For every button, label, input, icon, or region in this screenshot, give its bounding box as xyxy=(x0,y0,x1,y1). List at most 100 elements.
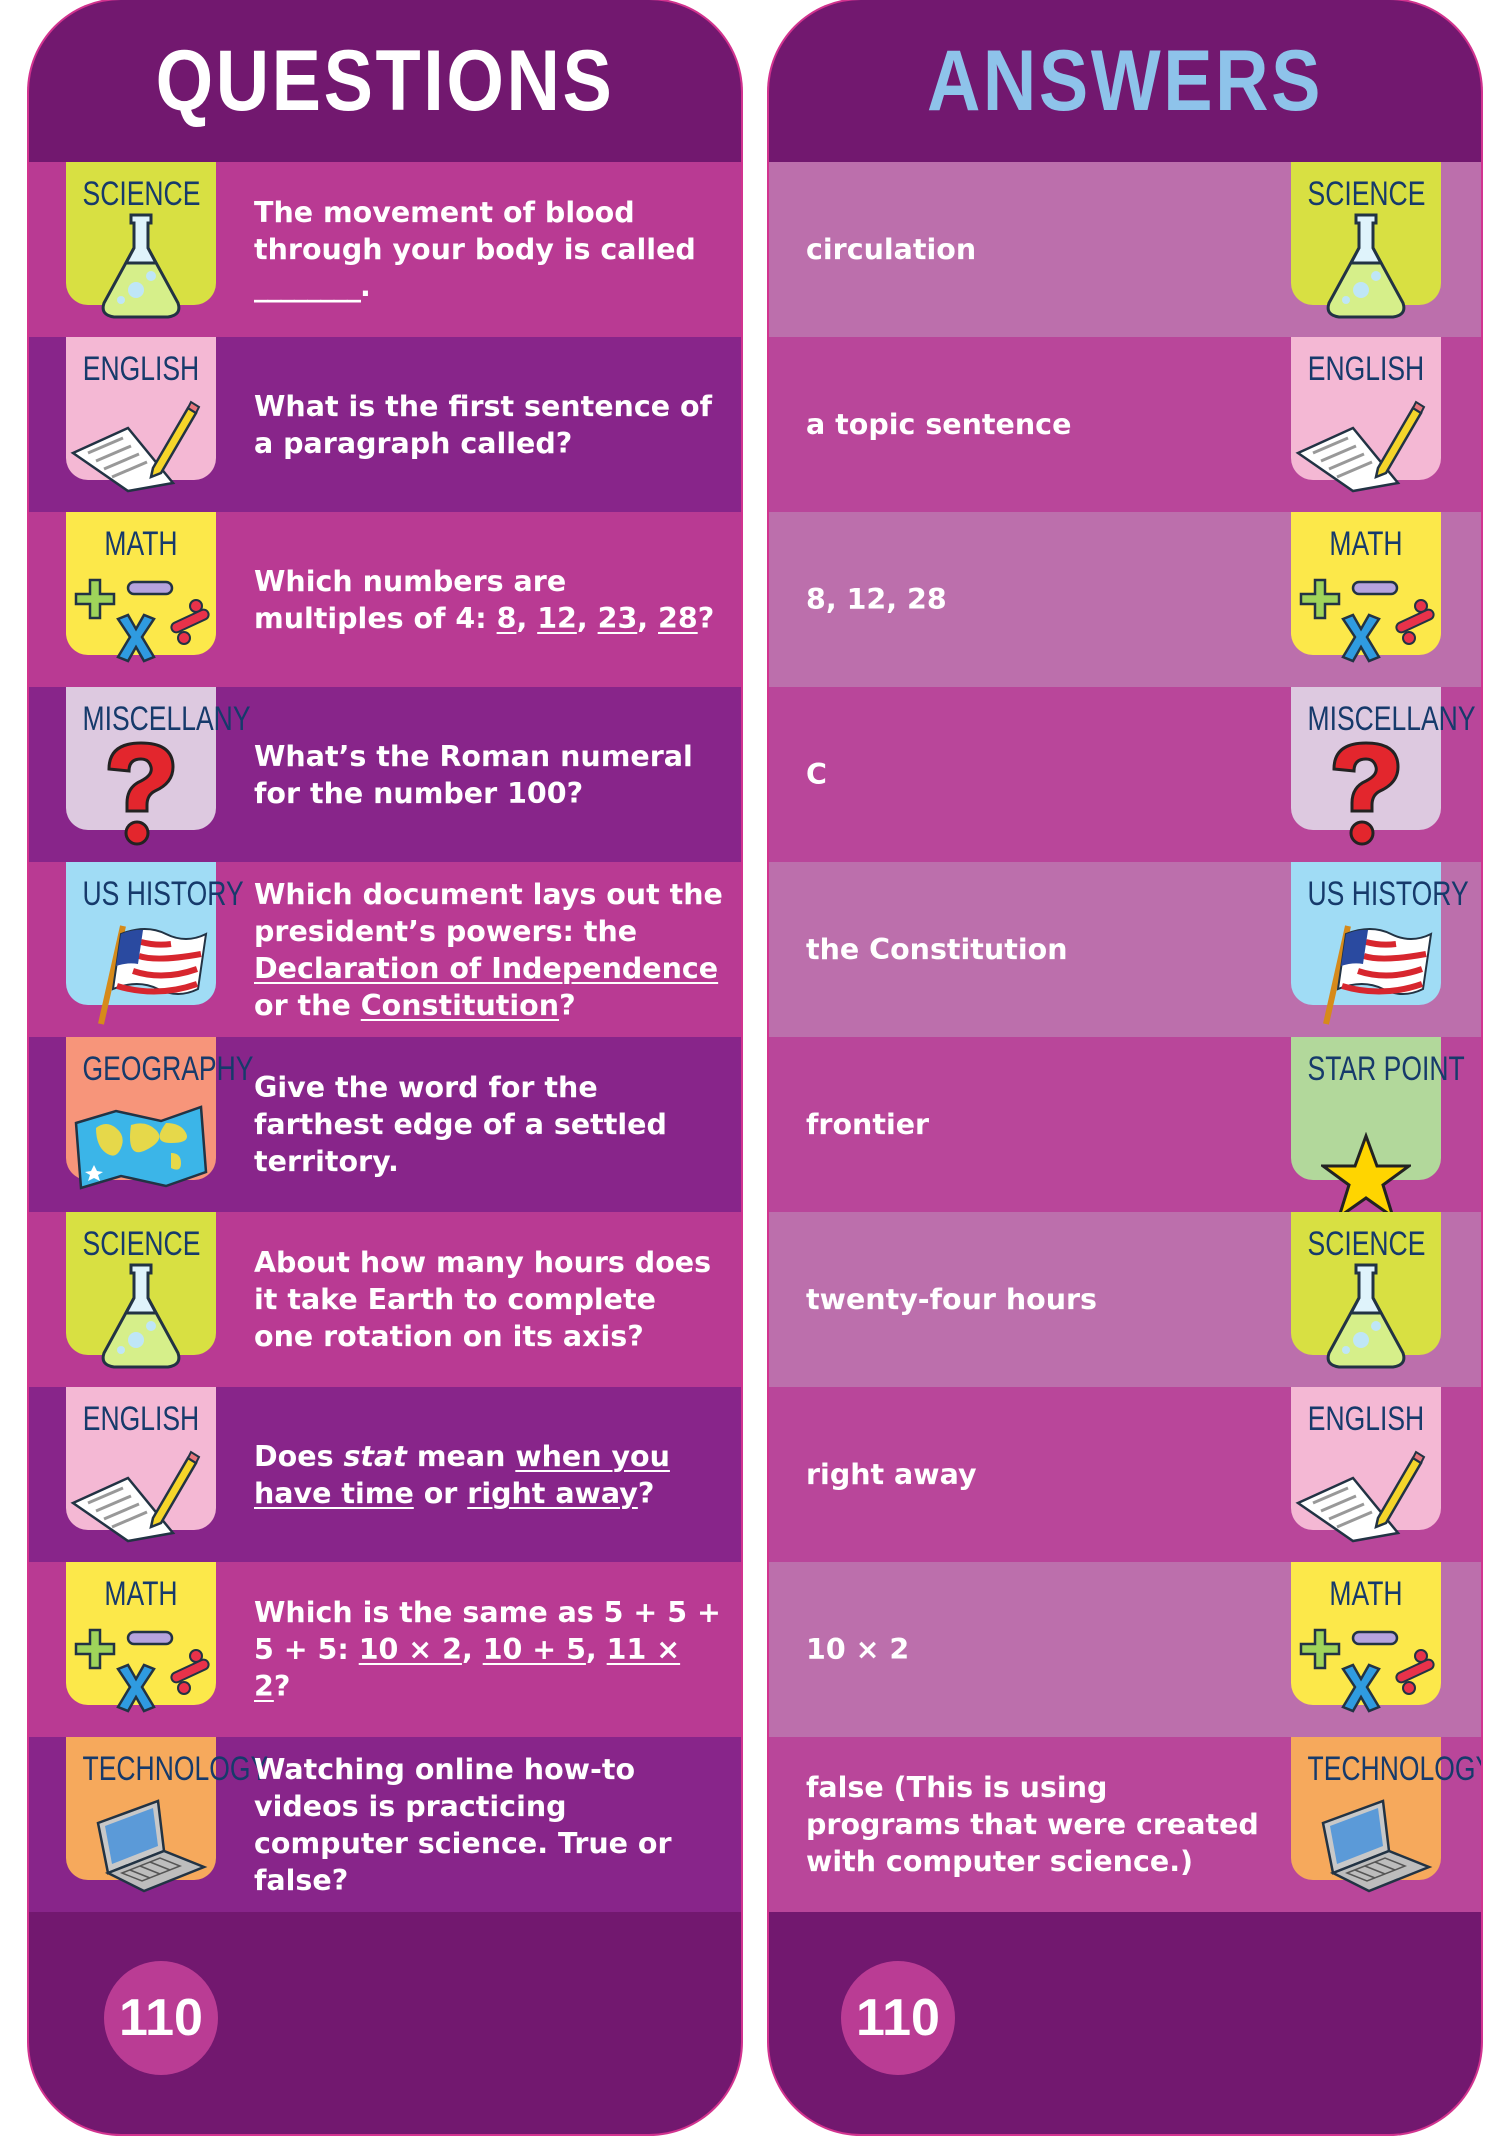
answer-row: 8, 12, 28 MATH xyxy=(769,512,1481,687)
answer-text-value: 10 × 2 xyxy=(806,1633,910,1666)
page-number: 110 xyxy=(841,1961,955,2075)
question-text-segment: Watching online how-to videos is practic… xyxy=(254,1752,672,1897)
question-text-segment: About how many hours does it take Earth … xyxy=(254,1246,712,1353)
category-badge-math: MATH xyxy=(66,512,216,663)
question-text: Does stat mean when you have time or rig… xyxy=(254,1387,724,1562)
answer-text-value: 8, 12, 28 xyxy=(806,583,947,616)
answer-text: frontier xyxy=(806,1037,1266,1212)
question-row: US HISTORY Which document lays out the pr… xyxy=(29,862,741,1037)
question-text-segment: ? xyxy=(559,988,576,1022)
question-text-segment: , xyxy=(516,601,538,635)
underlined-option: 11 × 2 xyxy=(254,1633,681,1703)
category-label: GEOGRAPHY xyxy=(82,1050,254,1088)
question-row: GEOGRAPHY Give the word for the farthest … xyxy=(29,1037,741,1212)
answer-row: a topic sentence ENGLISH xyxy=(769,337,1481,512)
question-text-segment: , xyxy=(637,601,659,635)
answer-text: 10 × 2 xyxy=(806,1562,1266,1737)
underlined-option: when you have time xyxy=(254,1439,670,1510)
question-text-segment: , xyxy=(576,601,598,635)
answers-card: ANSWERS circulation SCIENCE a topic senten… xyxy=(769,0,1481,2134)
category-label: MATH xyxy=(104,525,178,563)
underlined-option: Declaration of Independence xyxy=(254,951,719,985)
category-label: ENGLISH xyxy=(82,350,200,388)
question-text-segment: Which numbers are multiples of 4: xyxy=(254,564,567,635)
answer-row: the Constitution US HISTORY xyxy=(769,862,1481,1037)
category-badge-geography: GEOGRAPHY xyxy=(66,1037,254,1190)
answer-text: 8, 12, 28 xyxy=(806,512,1266,687)
question-text: What’s the Roman numeral for the number … xyxy=(254,687,724,862)
answer-row: 10 × 2 MATH xyxy=(769,1562,1481,1737)
category-label: SCIENCE xyxy=(1307,1225,1426,1263)
underlined-option: 10 × 2 xyxy=(358,1633,462,1666)
answer-text-value: false (This is using programs that were … xyxy=(806,1771,1259,1878)
category-badge-miscellany: MISCELLANY xyxy=(1291,687,1476,846)
category-badge-star-point: STAR POINT xyxy=(1291,1037,1465,1221)
question-text-segment: stat xyxy=(343,1439,407,1473)
question-text: Which document lays out the president’s … xyxy=(254,862,724,1037)
category-label: MISCELLANY xyxy=(82,700,251,738)
question-row: ENGLISH Does stat mean when you have time… xyxy=(29,1387,741,1562)
category-label: SCIENCE xyxy=(82,175,201,213)
category-badge-science: SCIENCE xyxy=(1291,1212,1441,1369)
answer-text: twenty-four hours xyxy=(806,1212,1266,1387)
category-badge-science: SCIENCE xyxy=(66,162,216,319)
question-row: TECHNOLOGY Watching online how-to videos … xyxy=(29,1737,741,1912)
question-text: About how many hours does it take Earth … xyxy=(254,1212,724,1387)
category-label: MISCELLANY xyxy=(1307,700,1476,738)
category-badge-english: ENGLISH xyxy=(66,1387,216,1543)
answer-row: right away ENGLISH xyxy=(769,1387,1481,1562)
category-label: ENGLISH xyxy=(1307,350,1425,388)
question-text-segment: ? xyxy=(637,1476,655,1510)
category-label: US HISTORY xyxy=(1307,875,1469,913)
question-text-segment: or the xyxy=(254,988,361,1022)
question-text-segment: , xyxy=(585,1633,607,1666)
fill-in-blank: ________ xyxy=(254,270,361,303)
category-badge-math: MATH xyxy=(1291,512,1441,663)
answer-text-value: frontier xyxy=(806,1108,930,1141)
answer-text: the Constitution xyxy=(806,862,1266,1037)
category-badge-technology: TECHNOLOGY xyxy=(1291,1737,1482,1893)
category-badge-english: ENGLISH xyxy=(1291,1387,1441,1543)
question-row: MATH Which numbers are multiples of 4: 8,… xyxy=(29,512,741,687)
category-label: MATH xyxy=(1329,525,1403,563)
question-text-segment: What is the first sentence of a paragrap… xyxy=(254,389,712,460)
answers-list: circulation SCIENCE a topic sentence ENGLIS… xyxy=(769,162,1481,1912)
answer-text: right away xyxy=(806,1387,1266,1562)
answer-text-value: circulation xyxy=(806,233,977,266)
category-badge-miscellany: MISCELLANY xyxy=(66,687,251,846)
category-badge-us-history: US HISTORY xyxy=(1291,862,1469,1025)
underlined-option: 28 xyxy=(658,601,698,635)
category-label: SCIENCE xyxy=(82,1225,201,1263)
answer-text-value: C xyxy=(806,758,827,791)
underlined-option: 12 xyxy=(537,601,577,635)
answer-row: C MISCELLANY xyxy=(769,687,1481,862)
question-text-segment: Which is the same as 5 + 5 + 5 + 5: xyxy=(254,1596,721,1666)
question-row: SCIENCE The movement of blood through you… xyxy=(29,162,741,337)
page-number: 110 xyxy=(104,1961,218,2075)
answer-text: C xyxy=(806,687,1266,862)
question-text: Watching online how-to videos is practic… xyxy=(254,1737,724,1912)
question-row: ENGLISH What is the first sentence of a p… xyxy=(29,337,741,512)
underlined-option: right away xyxy=(467,1476,638,1510)
answers-title: ANSWERS xyxy=(926,32,1324,129)
question-text: Which is the same as 5 + 5 + 5 + 5: 10 ×… xyxy=(254,1562,724,1737)
answer-row: twenty-four hours SCIENCE xyxy=(769,1212,1481,1387)
answer-text-value: the Constitution xyxy=(806,933,1068,966)
question-text: Which numbers are multiples of 4: 8, 12,… xyxy=(254,512,724,687)
category-badge-science: SCIENCE xyxy=(1291,162,1441,319)
question-text-segment: or xyxy=(413,1476,468,1510)
category-badge-us-history: US HISTORY xyxy=(66,862,244,1025)
category-label: MATH xyxy=(1329,1575,1403,1613)
category-label: TECHNOLOGY xyxy=(1307,1750,1482,1788)
question-text: Give the word for the farthest edge of a… xyxy=(254,1037,724,1212)
question-text-segment: The movement of blood through your body … xyxy=(254,196,696,266)
answer-text: a topic sentence xyxy=(806,337,1266,512)
category-label: ENGLISH xyxy=(1307,1400,1425,1438)
answer-text: circulation xyxy=(806,162,1266,337)
questions-title: QUESTIONS xyxy=(155,32,615,129)
question-text-segment: . xyxy=(360,270,371,303)
answer-row: false (This is using programs that were … xyxy=(769,1737,1481,1912)
category-label: MATH xyxy=(104,1575,178,1613)
question-text-segment: mean xyxy=(406,1439,516,1473)
answer-row: circulation SCIENCE xyxy=(769,162,1481,337)
